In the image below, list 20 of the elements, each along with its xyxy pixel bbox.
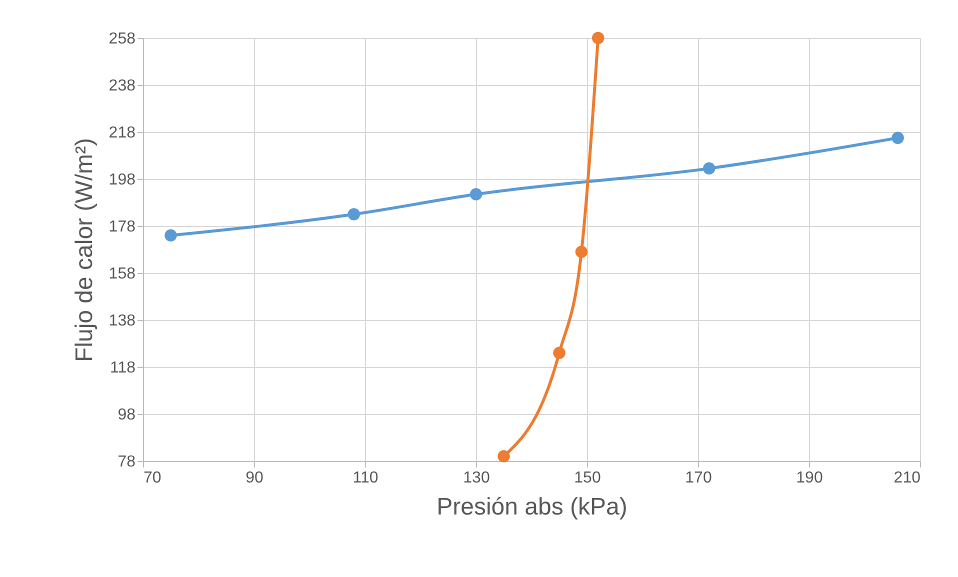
x-tick-label: 110 — [352, 470, 378, 486]
y-tick-label: 258 — [108, 30, 136, 48]
y-tick-label: 118 — [110, 360, 136, 376]
x-axis-title: Presión abs (kPa) — [436, 494, 628, 520]
y-tick-label: 238 — [108, 78, 136, 94]
y-tick-label: 78 — [118, 454, 136, 470]
y-tick-label: 138 — [108, 312, 136, 330]
y-axis-title: Flujo de calor (W/m²) — [70, 138, 98, 362]
x-tick-label: 210 — [894, 470, 921, 486]
y-tick-label: 158 — [108, 266, 136, 282]
y-tick-label: 98 — [118, 406, 136, 424]
x-tick-label: 130 — [463, 470, 490, 486]
y-tick-label: 218 — [108, 124, 136, 142]
x-tick-label: 190 — [796, 470, 823, 486]
x-tick-label: 90 — [246, 470, 264, 486]
y-tick-label: 178 — [108, 218, 136, 236]
x-tick-label: 70 — [144, 470, 162, 486]
x-tick-label: 170 — [685, 470, 712, 486]
y-tick-label: 198 — [108, 172, 136, 188]
x-tick-label: 150 — [574, 470, 601, 486]
